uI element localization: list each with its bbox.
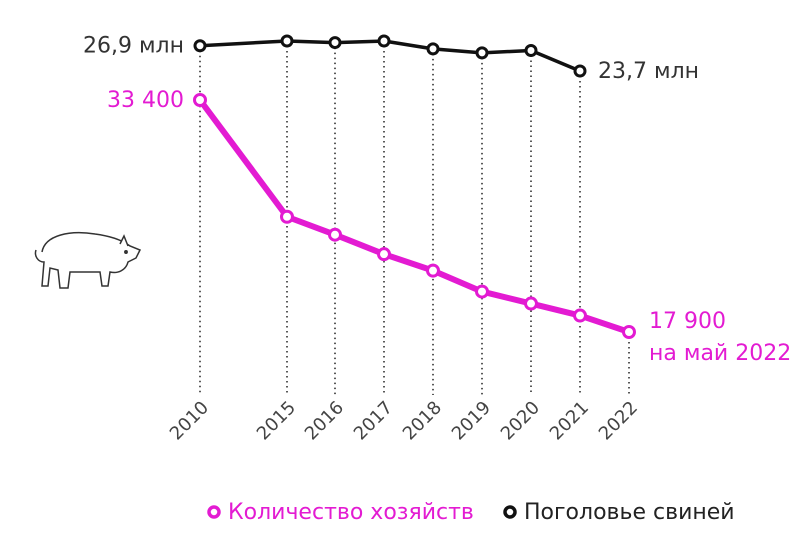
- legend-marker: [207, 505, 221, 519]
- point: [573, 64, 587, 78]
- value-label: 33 400: [107, 88, 184, 113]
- point: [426, 263, 440, 278]
- x-tick-label: 2017: [350, 397, 397, 444]
- point: [426, 42, 440, 56]
- x-tick-label: 2021: [546, 397, 593, 444]
- point: [193, 39, 207, 53]
- point: [193, 93, 207, 107]
- point: [280, 209, 294, 224]
- x-tick-label: 2020: [497, 397, 544, 444]
- point: [475, 284, 489, 299]
- x-tick-label: 2018: [399, 397, 446, 444]
- x-tick-label: 2016: [301, 397, 348, 444]
- point: [280, 34, 294, 48]
- legend-label: Поголовье свиней: [524, 500, 735, 525]
- annotation: на май 2022: [649, 341, 791, 366]
- point: [524, 43, 538, 57]
- x-tick-label: 2010: [166, 397, 213, 444]
- point: [475, 46, 489, 60]
- x-tick-label: 2019: [448, 397, 495, 444]
- x-tick-label: 2015: [253, 397, 300, 444]
- legend-label: Количество хозяйств: [228, 500, 474, 525]
- value-label: 23,7 млн: [598, 59, 699, 84]
- x-tick-label: 2022: [595, 397, 642, 444]
- point: [573, 308, 587, 323]
- value-label: 17 900: [649, 309, 726, 334]
- point: [377, 34, 391, 48]
- point: [328, 227, 342, 242]
- value-label: 26,9 млн: [83, 34, 184, 59]
- series-line: [197, 98, 630, 335]
- pig-icon: [34, 231, 142, 289]
- series-line: [199, 39, 581, 73]
- point: [377, 247, 391, 262]
- point: [524, 296, 538, 311]
- point: [622, 325, 636, 339]
- point: [328, 36, 342, 50]
- legend-marker: [503, 505, 517, 519]
